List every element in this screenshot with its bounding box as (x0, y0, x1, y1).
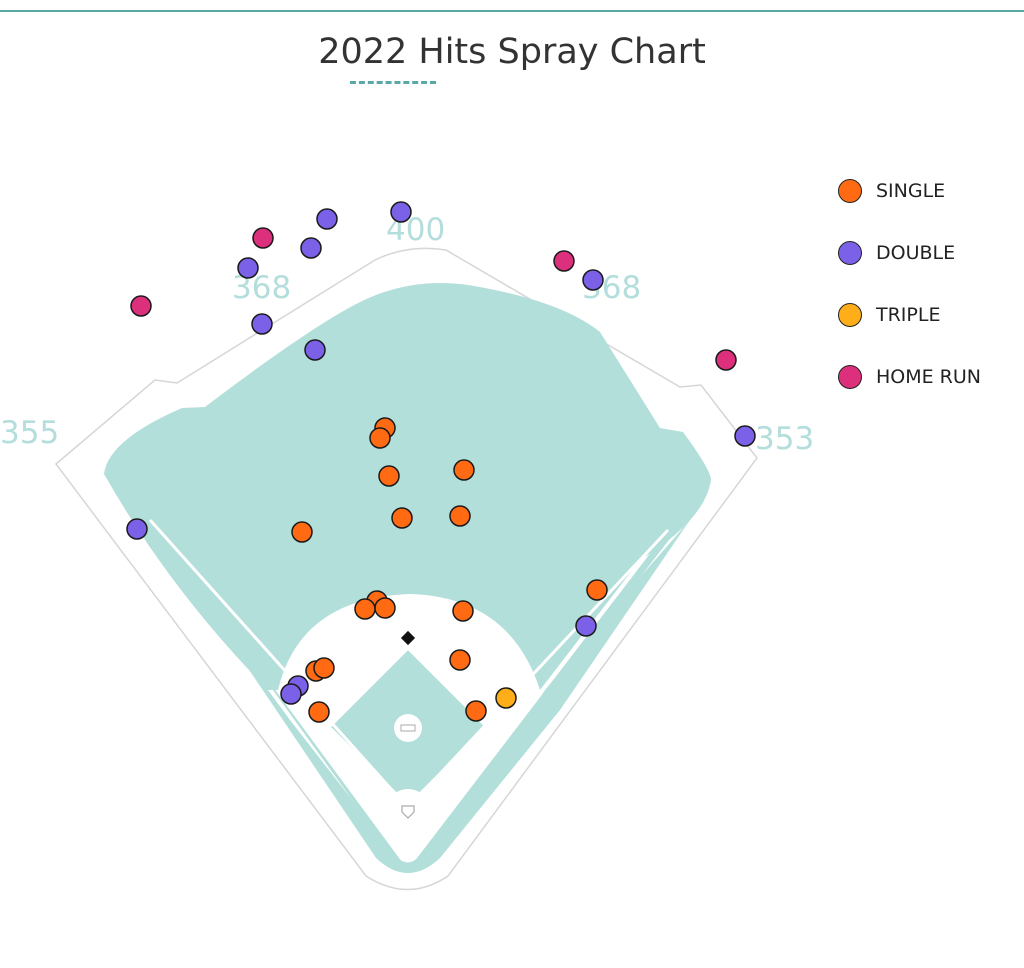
hit-point-double (575, 615, 597, 637)
hit-point-single (465, 700, 487, 722)
hit-point-double (237, 257, 259, 279)
stadium-outline (54, 247, 758, 891)
hit-point-single (374, 597, 396, 619)
home-plate (401, 805, 415, 819)
chart-title: 2022 Hits Spray Chart (318, 32, 706, 72)
outfield-grass (104, 282, 711, 690)
legend: SINGLE DOUBLE TRIPLE HOME RUN (838, 160, 1024, 408)
hit-point-double (300, 237, 322, 259)
hit-point-single (449, 505, 471, 527)
hit-point-single (452, 600, 474, 622)
title-wrap: 2022 Hits Spray Chart (0, 32, 1024, 72)
hit-point-single (586, 579, 608, 601)
legend-label-triple: TRIPLE (876, 304, 941, 326)
title-underline (350, 81, 436, 84)
hit-point-single (453, 459, 475, 481)
hit-point-home-run (553, 250, 575, 272)
legend-swatch-single (838, 179, 862, 203)
legend-item-triple: TRIPLE (838, 284, 1024, 346)
hit-point-single (354, 598, 376, 620)
hit-point-double (316, 208, 338, 230)
second-base (400, 630, 416, 646)
legend-label-home-run: HOME RUN (876, 366, 982, 388)
distance-left-field-line: 355 (0, 415, 59, 451)
hit-point-single (291, 521, 313, 543)
pitching-rubber (400, 724, 416, 732)
legend-swatch-triple (838, 303, 862, 327)
hit-point-single (449, 649, 471, 671)
hit-point-triple (495, 687, 517, 709)
hit-point-double (734, 425, 756, 447)
hit-point-double (304, 339, 326, 361)
legend-label-double: DOUBLE (876, 242, 956, 264)
hit-point-double (280, 683, 302, 705)
hit-point-double (582, 269, 604, 291)
hit-point-single (308, 701, 330, 723)
hit-point-home-run (252, 227, 274, 249)
hit-point-home-run (130, 295, 152, 317)
hit-point-double (390, 201, 412, 223)
hit-point-single (369, 427, 391, 449)
hit-point-single (313, 657, 335, 679)
right-foul-line (406, 528, 670, 810)
hit-point-home-run (715, 349, 737, 371)
legend-item-double: DOUBLE (838, 222, 1024, 284)
legend-swatch-home-run (838, 365, 862, 389)
top-rule (0, 0, 1024, 12)
hit-point-double (251, 313, 273, 335)
legend-label-single: SINGLE (876, 180, 946, 202)
legend-item-home-run: HOME RUN (838, 346, 1024, 408)
legend-swatch-double (838, 241, 862, 265)
hit-point-single (378, 465, 400, 487)
hit-point-double (126, 518, 148, 540)
legend-item-single: SINGLE (838, 160, 1024, 222)
hit-points (126, 201, 756, 723)
left-foul-line (148, 518, 410, 810)
distance-right-field-line: 353 (755, 421, 814, 457)
hit-point-single (391, 507, 413, 529)
first-base-cutout (478, 699, 520, 736)
